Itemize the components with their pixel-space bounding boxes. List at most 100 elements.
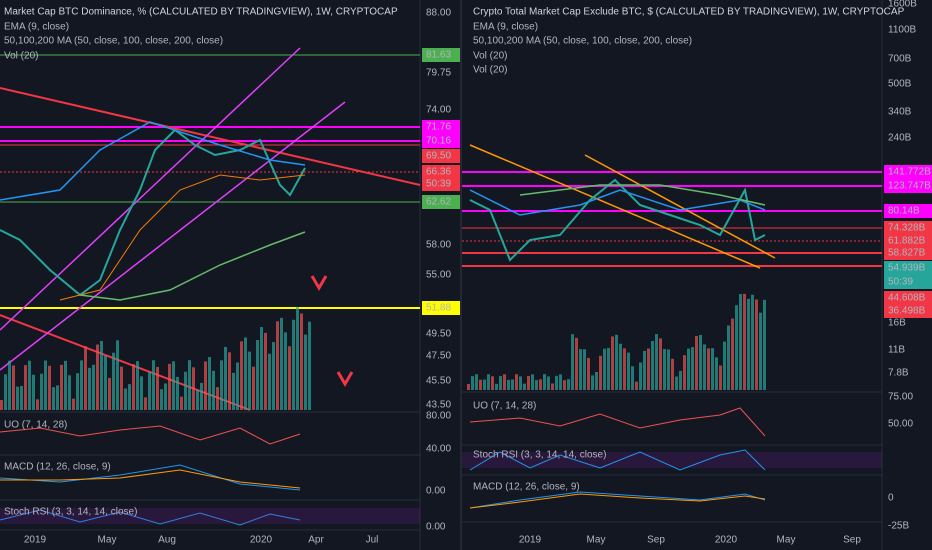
price-tag [884, 291, 932, 305]
volume-bar [52, 387, 55, 410]
volume-bar [707, 348, 710, 390]
volume-bar [308, 321, 311, 410]
chart-title: Market Cap BTC Dominance, % (CALCULATED … [4, 7, 398, 18]
volume-bar [663, 348, 666, 390]
volume-bar [92, 364, 95, 410]
volume-bar [643, 350, 646, 390]
volume-bar [675, 376, 678, 390]
volume-bar [691, 347, 694, 390]
volume-bar [240, 341, 243, 410]
axis-label: 1600B [888, 0, 917, 10]
x-label: Sep [647, 535, 665, 546]
volume-bar [575, 337, 578, 390]
price-tag [884, 204, 932, 218]
x-label: 2019 [519, 535, 542, 546]
volume-bar [112, 352, 115, 410]
volume-bar [687, 348, 690, 390]
axis-label: 74.328B [888, 223, 926, 234]
volume-bar [719, 365, 722, 390]
volume-bar [659, 338, 662, 390]
axis-label: 11B [888, 345, 905, 356]
axis-label: 50:39 [426, 179, 451, 190]
indicator: 50,100,200 MA (50, close, 100, close, 20… [4, 36, 223, 47]
x-label: May [587, 535, 606, 546]
volume-bar [88, 367, 91, 410]
price-tag [884, 234, 932, 248]
volume-bar [172, 361, 175, 410]
axis-label: 80.14B [888, 206, 920, 217]
volume-bar [567, 379, 570, 390]
axis-label: 240B [888, 133, 912, 144]
volume-bar [224, 346, 227, 410]
volume-bar [723, 341, 726, 390]
volume-bar [124, 388, 127, 410]
x-label: 2020 [250, 535, 273, 546]
volume-bar [571, 334, 574, 390]
volume-bar [148, 372, 151, 410]
volume-bar [479, 379, 482, 390]
price-tag [422, 149, 460, 163]
volume-bar [559, 374, 562, 390]
volume-bar [531, 374, 534, 390]
volume-bar [212, 370, 215, 410]
volume-bar [36, 399, 39, 410]
volume-bar [292, 319, 295, 410]
volume-bar [623, 348, 626, 390]
price-tag [422, 195, 460, 209]
volume-bar [120, 366, 123, 410]
axis-label: 81.63 [426, 50, 451, 61]
volume-bar [176, 376, 179, 410]
price-tag [422, 134, 460, 148]
volume-bar [104, 355, 107, 410]
axis-label: 51.88 [426, 303, 451, 314]
volume-bar [755, 299, 758, 390]
volume-bar [244, 337, 247, 410]
volume-bar [168, 363, 171, 410]
axis-label: 50:39 [888, 277, 913, 288]
axis-label: 88.00 [426, 8, 451, 19]
volume-bar [635, 381, 638, 390]
volume-bar [248, 351, 251, 410]
volume-bar [683, 355, 686, 390]
axis-label: 0 [888, 493, 894, 504]
x-label: Aug [158, 535, 176, 546]
volume-bar [40, 373, 43, 410]
volume-bar [296, 307, 299, 410]
volume-bar [0, 400, 3, 410]
volume-bar [743, 293, 746, 390]
volume-bar [304, 334, 307, 410]
volume-bar [483, 379, 486, 390]
price-tag [884, 179, 932, 193]
volume-bar [56, 385, 59, 410]
axis-label: 70.16 [426, 136, 451, 147]
price-tag [422, 177, 460, 191]
volume-bar [703, 344, 706, 390]
x-label: 2019 [24, 535, 47, 546]
volume-bar [739, 294, 742, 390]
volume-bar [527, 375, 530, 390]
volume-bar [491, 376, 494, 390]
axis-label: 0.00 [426, 486, 446, 497]
volume-bar [80, 360, 83, 410]
volume-bar [731, 318, 734, 390]
volume-bar [72, 398, 75, 410]
volume-bar [12, 365, 15, 410]
indicator: 50,100,200 MA (50, close, 100, close, 20… [473, 36, 692, 47]
indicator: Vol (20) [473, 65, 507, 76]
volume-bar [587, 357, 590, 390]
volume-bar [108, 377, 111, 410]
volume-bar [216, 387, 219, 410]
volume-bar [615, 334, 618, 390]
x-label: Apr [308, 535, 324, 546]
volume-bar [503, 374, 506, 390]
indicator: EMA (9, close) [4, 22, 69, 33]
axis-label: 58.827B [888, 248, 926, 259]
axis-label: 44.608B [888, 293, 926, 304]
volume-bar [156, 366, 159, 410]
volume-bar [475, 374, 478, 390]
volume-bar [100, 340, 103, 410]
price-tag [884, 275, 932, 289]
axis-label: 43.50 [426, 400, 451, 411]
